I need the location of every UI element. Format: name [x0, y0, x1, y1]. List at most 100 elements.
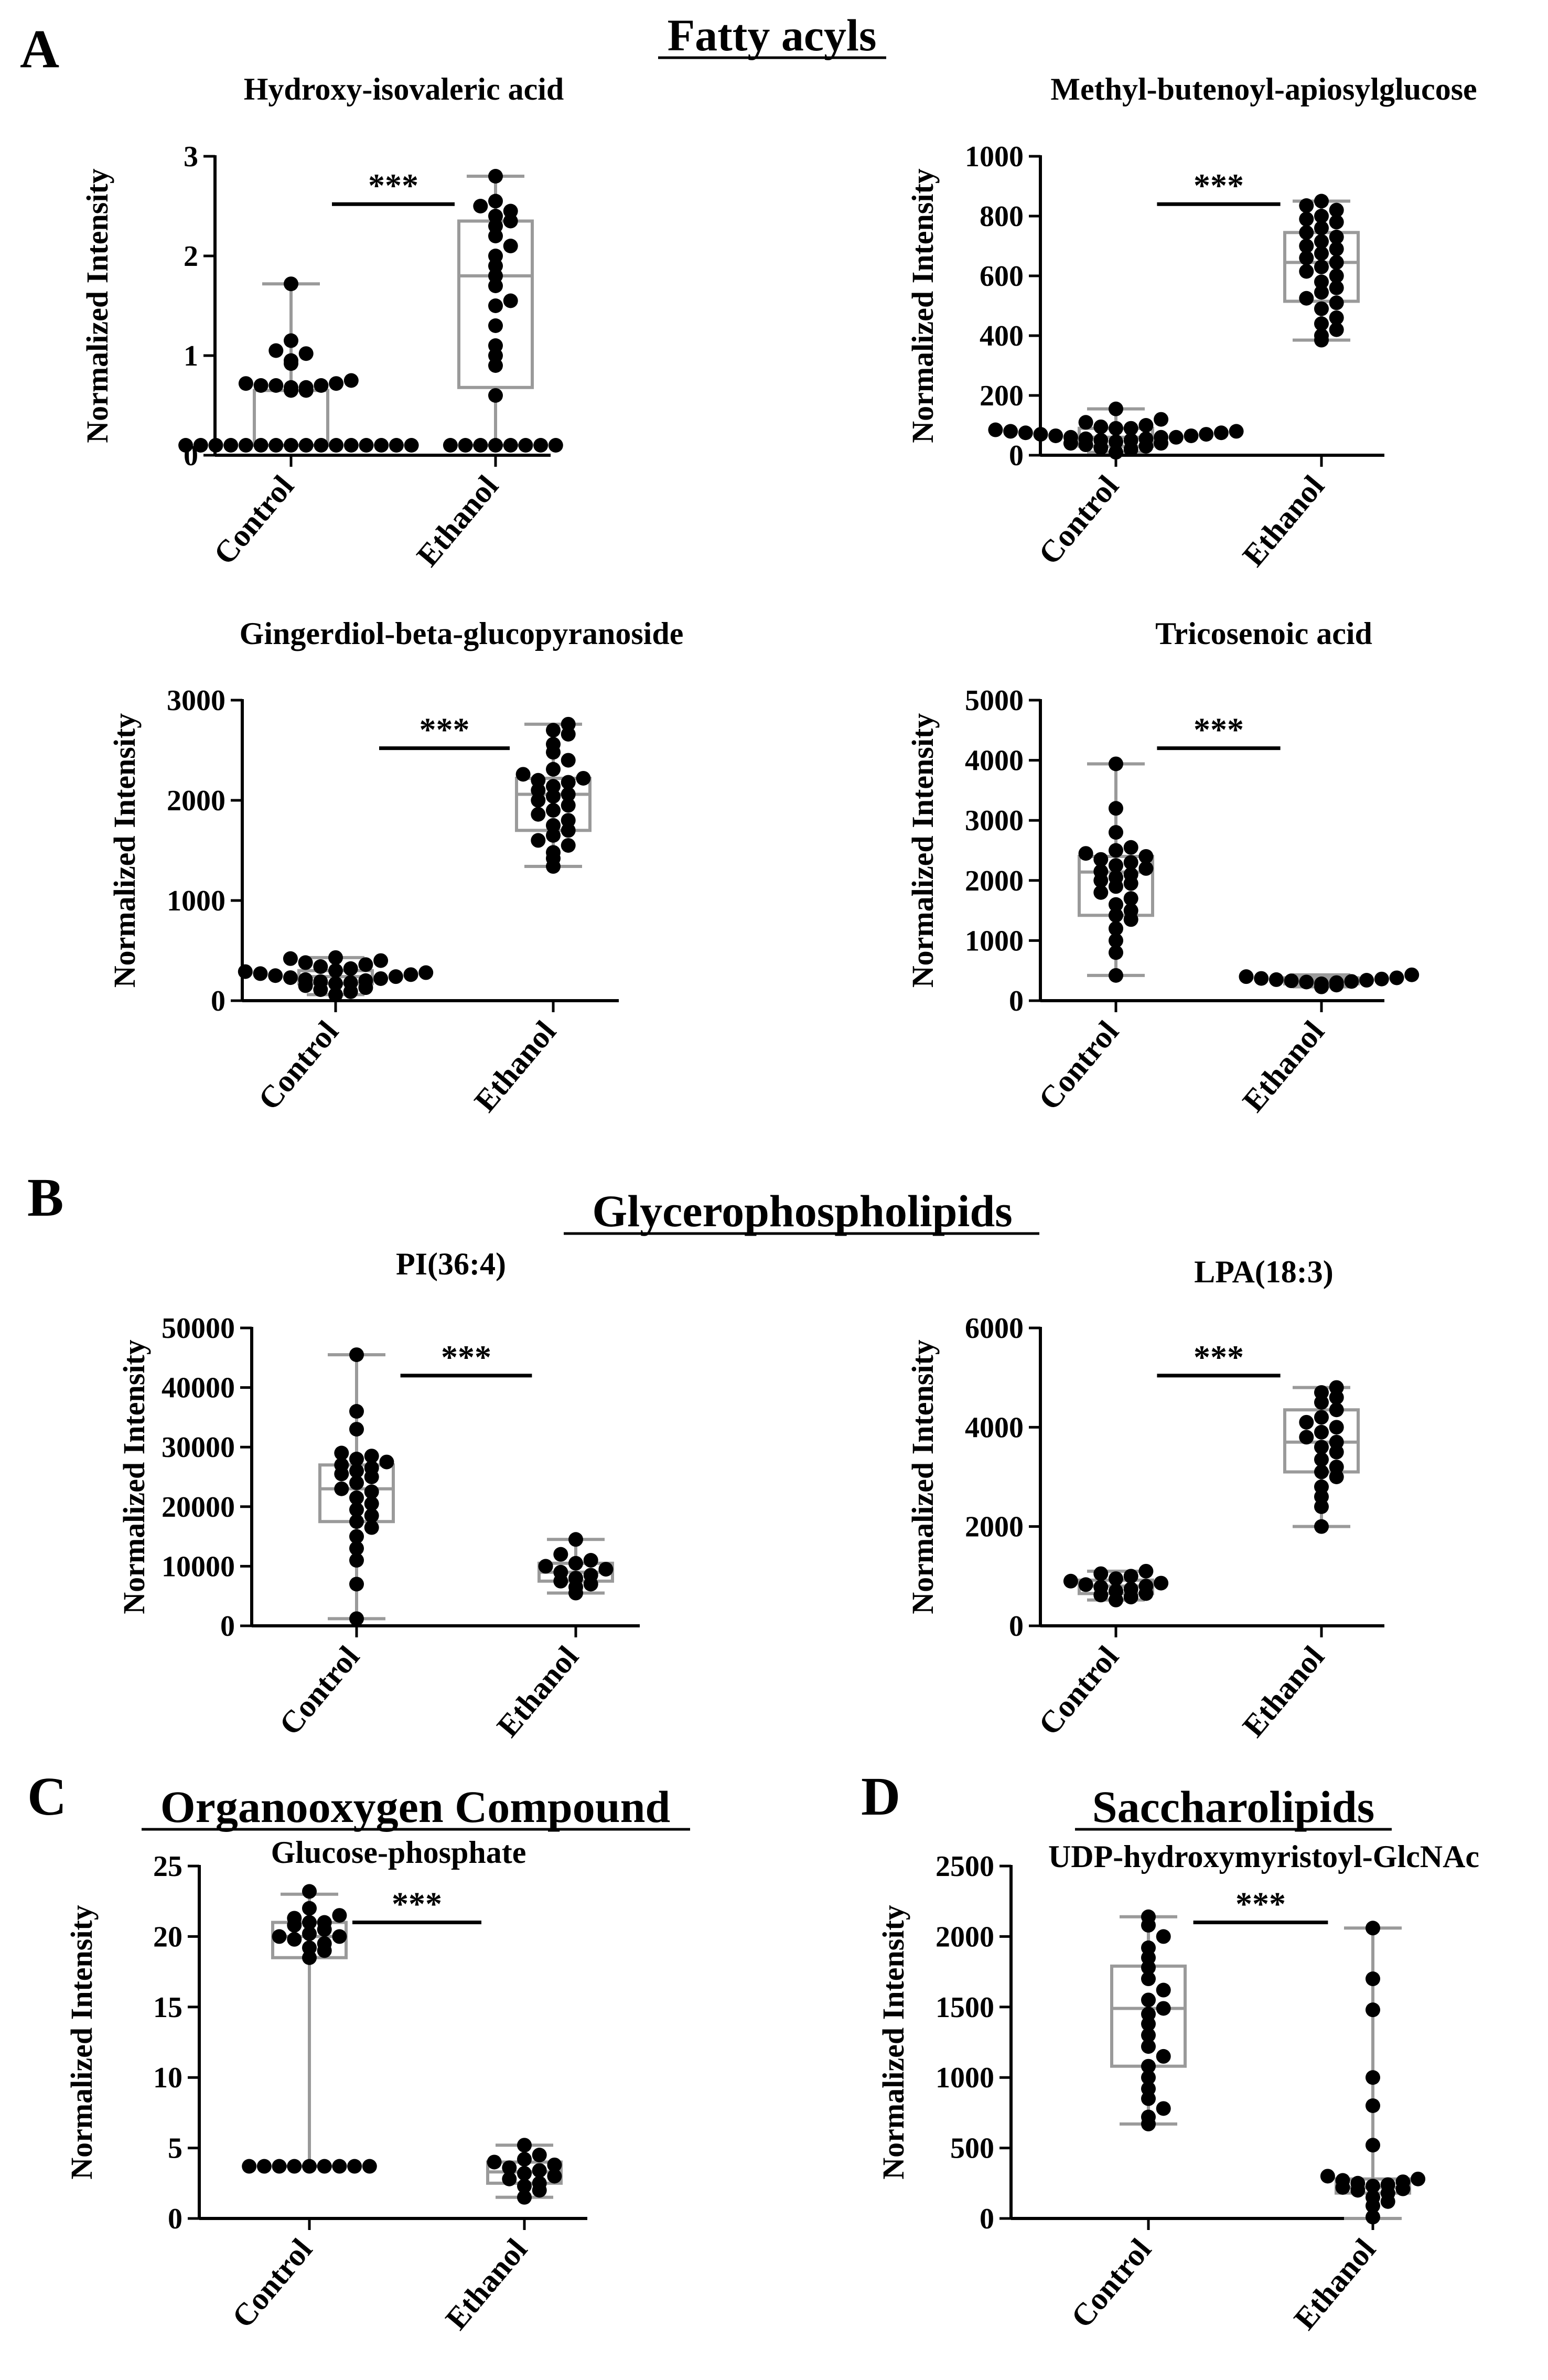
data-point: [1199, 427, 1214, 442]
y-tick-label: 2000: [965, 1511, 1024, 1543]
data-point: [1109, 968, 1123, 983]
data-point: [1314, 209, 1329, 223]
x-category-label: Ethanol: [1287, 2232, 1382, 2336]
data-point: [576, 770, 591, 786]
data-point: [1123, 1569, 1138, 1584]
data-point: [284, 438, 298, 453]
data-point: [284, 333, 298, 348]
y-tick-label: 1500: [936, 1991, 994, 2024]
data-point: [302, 2159, 317, 2174]
data-point: [313, 974, 328, 989]
data-point: [473, 438, 488, 453]
x-category-label: Control: [1032, 1639, 1125, 1742]
data-point: [1329, 322, 1344, 337]
data-point: [418, 965, 434, 980]
data-point: [1168, 430, 1184, 445]
data-point: [1329, 1434, 1344, 1450]
data-point: [287, 2159, 302, 2174]
data-point: [547, 2169, 562, 2184]
data-point: [1314, 274, 1329, 290]
data-point: [1093, 885, 1109, 900]
data-point: [334, 1457, 349, 1473]
data-point: [1366, 2190, 1380, 2205]
data-point: [487, 2154, 502, 2170]
data-point: [546, 779, 561, 794]
data-point: [349, 1577, 364, 1592]
data-point: [313, 959, 328, 974]
data-point: [488, 298, 503, 313]
data-point: [1335, 2173, 1350, 2188]
data-point: [364, 1520, 379, 1535]
data-point: [1093, 1580, 1109, 1595]
y-tick-label: 0: [980, 2203, 994, 2235]
data-point: [364, 1449, 379, 1464]
data-point: [1109, 843, 1123, 858]
data-point: [1141, 2059, 1156, 2074]
data-point: [364, 1484, 379, 1499]
x-category-label: Ethanol: [439, 2232, 534, 2336]
data-point: [1109, 933, 1123, 948]
data-point: [1141, 2007, 1156, 2022]
data-point: [343, 438, 359, 453]
x-category-label: Control: [225, 2232, 319, 2334]
data-point: [1320, 2169, 1335, 2184]
data-point: [364, 1496, 379, 1511]
data-point: [1254, 971, 1269, 986]
data-point: [1156, 1929, 1171, 1944]
y-tick-label: 2000: [167, 785, 225, 817]
significance-label: ***: [1194, 711, 1244, 748]
y-tick-label: 30000: [162, 1431, 235, 1464]
data-point: [1123, 421, 1138, 436]
significance-label: ***: [1194, 167, 1244, 204]
data-point: [488, 388, 503, 403]
data-point: [1109, 434, 1123, 449]
y-tick-label: 0: [1009, 439, 1024, 472]
data-point: [1314, 328, 1329, 343]
data-point: [1109, 756, 1123, 771]
data-point: [1078, 1577, 1093, 1592]
data-point: [1329, 975, 1344, 990]
data-point: [1314, 1424, 1329, 1440]
chart-title: PI(36:4): [396, 1247, 506, 1281]
data-point: [1109, 1583, 1123, 1599]
y-axis-label: Normalized Intensity: [906, 1339, 940, 1614]
y-tick-label: 3000: [965, 805, 1024, 837]
significance-label: ***: [368, 167, 418, 204]
data-point: [1093, 419, 1109, 434]
data-point: [568, 1532, 583, 1547]
data-point: [317, 1915, 332, 1930]
data-point: [1109, 870, 1123, 885]
y-tick-label: 20000: [162, 1491, 235, 1524]
data-point: [1314, 1410, 1329, 1425]
y-tick-label: 2: [184, 240, 198, 273]
box: [253, 389, 329, 447]
section-title-fatty-acyls: Fatty acyls: [668, 10, 877, 60]
data-point: [1063, 1573, 1078, 1589]
data-point: [349, 1553, 364, 1568]
data-point: [389, 438, 404, 453]
y-tick-label: 2500: [936, 1850, 994, 1883]
data-point: [253, 966, 268, 981]
chart-methyl-butenoyl-apiosylglucose: Methyl-butenoyl-apiosylglucose Normalized…: [906, 72, 1477, 573]
data-point: [598, 1562, 614, 1577]
y-tick-label: 0: [168, 2203, 182, 2235]
data-point: [1299, 264, 1314, 279]
data-point: [349, 1490, 364, 1505]
data-point: [1314, 285, 1329, 300]
y-tick-label: 2000: [965, 865, 1024, 897]
y-tick-label: 1000: [936, 2062, 994, 2094]
data-point: [1299, 239, 1314, 253]
x-category-label: Ethanol: [490, 1639, 585, 1743]
data-point: [548, 438, 563, 453]
data-point: [317, 2159, 332, 2174]
data-point: [1109, 445, 1123, 460]
data-point: [1366, 2210, 1380, 2225]
data-point: [1213, 425, 1229, 441]
data-point: [1299, 291, 1314, 306]
data-point: [1109, 401, 1123, 416]
data-point: [1109, 825, 1123, 840]
y-tick-label: 10000: [162, 1550, 235, 1583]
data-point: [298, 346, 314, 361]
data-point: [546, 737, 561, 752]
data-point: [561, 716, 576, 732]
